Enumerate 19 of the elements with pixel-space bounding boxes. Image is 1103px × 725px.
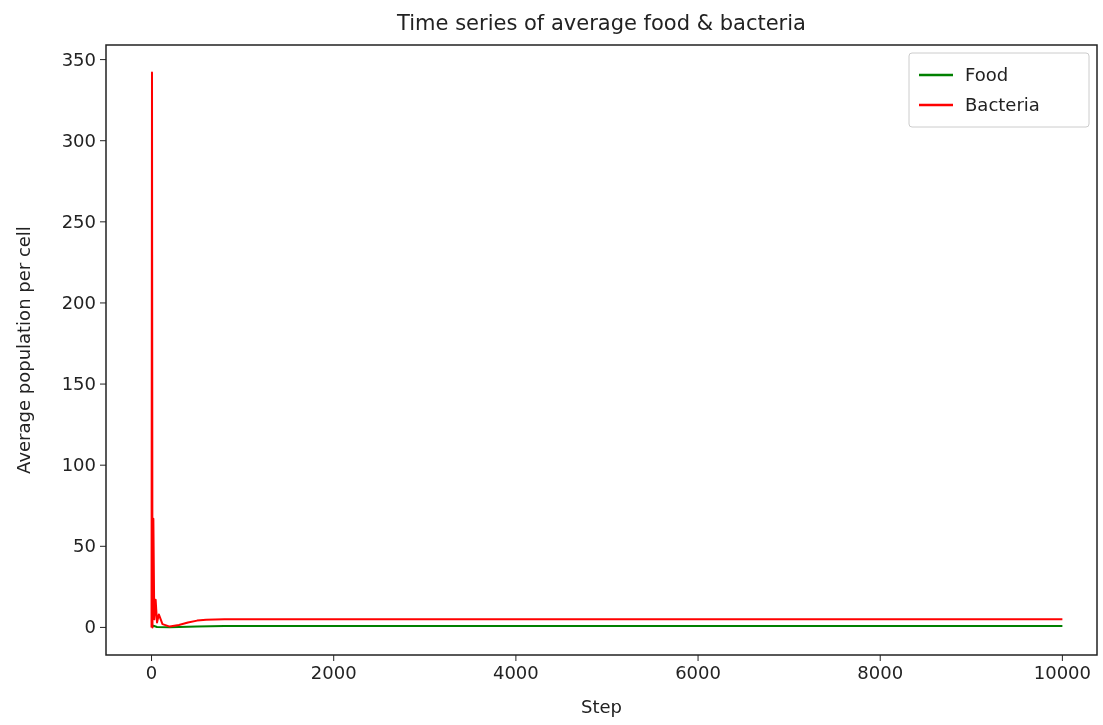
legend-label: Bacteria — [965, 94, 1040, 115]
x-tick-label: 4000 — [492, 662, 539, 683]
chart-title: Time series of average food & bacteria — [396, 11, 806, 35]
x-tick-label: 2000 — [310, 662, 357, 683]
y-tick-label: 300 — [61, 129, 96, 151]
x-tick-label: 10000 — [1033, 662, 1092, 683]
y-tick-label: 150 — [61, 373, 96, 395]
y-tick-label: 50 — [73, 535, 96, 557]
x-axis-title: Step — [581, 696, 622, 717]
y-tick-label: 200 — [61, 291, 96, 313]
y-tick-label: 0 — [84, 616, 96, 638]
y-tick-label: 250 — [61, 210, 96, 232]
y-axis-title: Average population per cell — [13, 226, 34, 474]
x-tick-label: 8000 — [857, 662, 904, 683]
legend-label: Food — [965, 64, 1009, 85]
y-tick-label: 100 — [61, 454, 96, 476]
x-tick-label: 6000 — [675, 662, 721, 683]
y-tick-label: 350 — [61, 48, 96, 70]
x-tick-label: 0 — [145, 662, 158, 683]
